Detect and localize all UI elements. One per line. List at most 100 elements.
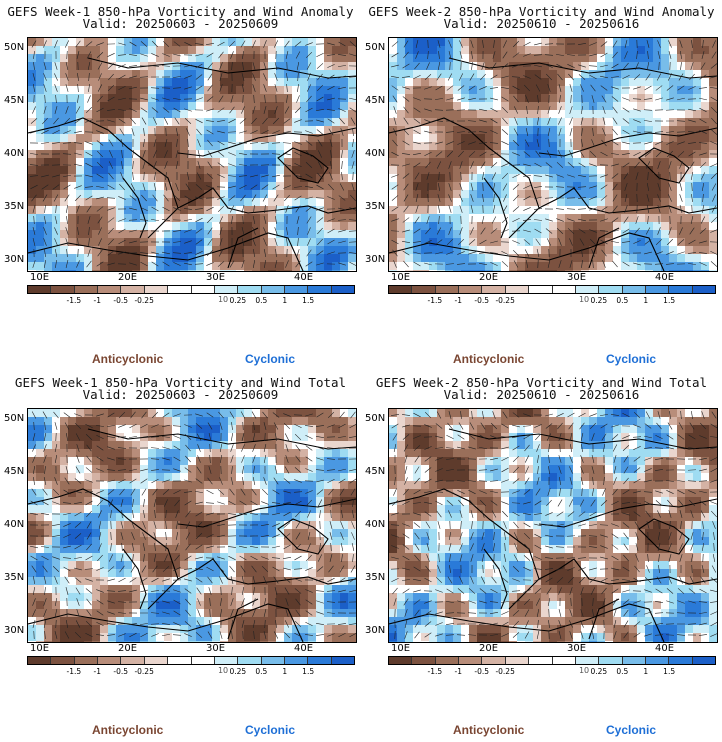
wind-arrow (711, 51, 717, 59)
vorticity-cell (212, 553, 220, 561)
vorticity-cell (693, 206, 701, 214)
vorticity-cell (196, 449, 204, 457)
vorticity-cell (637, 230, 645, 238)
vorticity-cell (124, 625, 132, 633)
vorticity-cell (629, 214, 637, 222)
vorticity-cell (340, 425, 348, 433)
vorticity-cell (84, 585, 92, 593)
wind-arrow (525, 260, 529, 268)
vorticity-cell (180, 537, 188, 545)
vorticity-cell (597, 38, 605, 46)
vorticity-cell (709, 222, 717, 230)
vorticity-cell (445, 262, 453, 270)
panel-valid-dates: Valid: 20250603 - 20250609 (82, 16, 279, 31)
wind-arrow (297, 226, 299, 236)
wind-arrow (633, 108, 641, 112)
vorticity-cell (100, 417, 108, 425)
vorticity-cell (324, 214, 332, 222)
wind-arrow (118, 196, 126, 200)
wind-arrow (600, 64, 608, 68)
wind-arrow (107, 250, 115, 256)
vorticity-cell (68, 246, 76, 254)
wind-arrow (217, 140, 225, 146)
vorticity-cell (605, 158, 613, 166)
vorticity-cell (124, 561, 132, 569)
wind-arrow (711, 183, 717, 191)
vorticity-cell (348, 625, 356, 633)
vorticity-cell (268, 473, 276, 481)
vorticity-cell (605, 38, 613, 46)
vorticity-cell (405, 174, 413, 182)
vorticity-cell (284, 246, 292, 254)
vorticity-cell (44, 166, 52, 174)
vorticity-cell (332, 222, 340, 230)
vorticity-cell (228, 102, 236, 110)
vorticity-cell (477, 102, 485, 110)
wind-arrow (492, 51, 496, 59)
wind-arrow (577, 186, 587, 188)
vorticity-cell (204, 505, 212, 513)
vorticity-cell (76, 62, 84, 70)
vorticity-cell (252, 457, 260, 465)
vorticity-cell (589, 254, 597, 262)
vorticity-cell (156, 473, 164, 481)
vorticity-cell (244, 134, 252, 142)
vorticity-cell (108, 62, 116, 70)
vorticity-cell (60, 198, 68, 206)
wind-arrow (679, 40, 683, 48)
wind-arrow (558, 260, 562, 268)
vorticity-cell (541, 222, 549, 230)
vorticity-cell (180, 625, 188, 633)
vorticity-cell (140, 577, 148, 585)
wind-arrow (612, 128, 618, 136)
vorticity-cell (629, 134, 637, 142)
wind-arrow (535, 84, 541, 92)
vorticity-cell (140, 254, 148, 262)
wind-arrow (316, 63, 324, 69)
vorticity-cell (36, 254, 44, 262)
vorticity-cell (565, 174, 573, 182)
wind-arrow (402, 140, 410, 146)
wind-arrow (490, 162, 498, 168)
vorticity-cell (340, 214, 348, 222)
vorticity-cell (52, 230, 60, 238)
vorticity-cell (164, 481, 172, 489)
wind-arrow (600, 85, 608, 91)
vorticity-cell (429, 150, 437, 158)
wind-arrow (327, 42, 335, 46)
vorticity-cell (268, 545, 276, 553)
vorticity-cell (116, 198, 124, 206)
wind-arrow (657, 40, 661, 48)
vorticity-cell (236, 246, 244, 254)
vorticity-cell (156, 489, 164, 497)
wind-arrow (710, 63, 717, 69)
wind-arrow (272, 174, 280, 178)
vorticity-cell (709, 78, 717, 86)
wind-arrow (690, 216, 694, 224)
vorticity-cell (156, 54, 164, 62)
vorticity-cell (501, 198, 509, 206)
vorticity-cell (669, 182, 677, 190)
vorticity-cell (100, 441, 108, 449)
vorticity-cell (204, 465, 212, 473)
vorticity-cell (172, 505, 180, 513)
vorticity-cell (509, 158, 517, 166)
vorticity-cell (292, 230, 300, 238)
vorticity-cell (637, 150, 645, 158)
vorticity-cell (669, 190, 677, 198)
vorticity-cell (493, 198, 501, 206)
wind-arrow (589, 229, 597, 233)
wind-arrow (65, 84, 69, 92)
vorticity-cell (156, 270, 164, 271)
vorticity-cell (252, 86, 260, 94)
vorticity-cell (332, 206, 340, 214)
vorticity-cell (260, 545, 268, 553)
vorticity-cell (637, 222, 645, 230)
wind-arrow (206, 173, 214, 179)
vorticity-cell (429, 190, 437, 198)
vorticity-cell (324, 142, 332, 150)
wind-arrow (667, 73, 673, 81)
vorticity-cell (60, 230, 68, 238)
vorticity-cell (276, 505, 284, 513)
vorticity-cell (477, 158, 485, 166)
